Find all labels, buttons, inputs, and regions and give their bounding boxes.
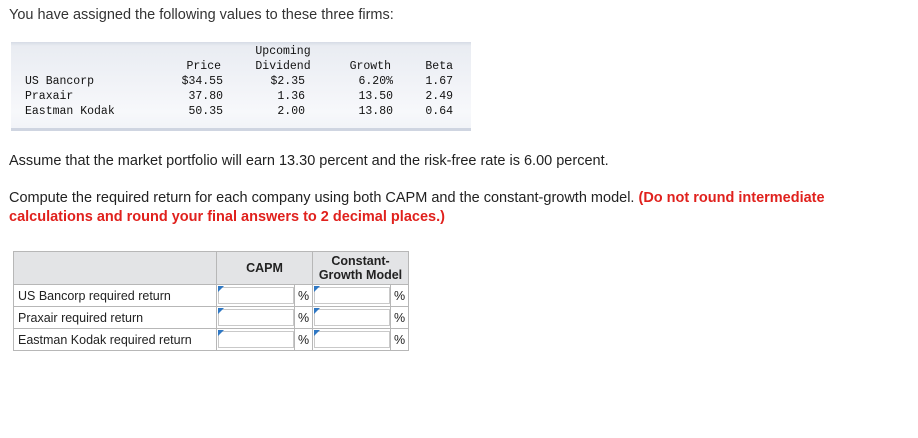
capm-input-cell — [216, 284, 295, 307]
cg-input-cell — [312, 284, 391, 307]
row-label: Praxair required return — [13, 306, 217, 329]
table-row: US Bancorp required return % % — [13, 284, 409, 307]
percent-unit: % — [390, 284, 409, 307]
instruction-main: Compute the required return for each com… — [9, 190, 635, 206]
firm-dividend: 2.00 — [277, 105, 305, 118]
percent-unit: % — [390, 306, 409, 329]
firm-price: 50.35 — [188, 105, 223, 118]
capm-input-cell — [216, 328, 295, 351]
input-flag-icon — [218, 286, 224, 292]
percent-unit: % — [294, 328, 313, 351]
firm-price: $34.55 — [181, 75, 223, 88]
header-growth: Growth — [349, 60, 391, 73]
eastman-kodak-capm-input[interactable] — [218, 331, 294, 348]
table-row: Eastman Kodak required return % % — [13, 328, 409, 351]
cg-input-cell — [312, 306, 391, 329]
input-flag-icon — [314, 330, 320, 336]
firm-name: Eastman Kodak — [25, 105, 115, 118]
firm-dividend: $2.35 — [270, 75, 305, 88]
firm-beta: 1.67 — [425, 75, 453, 88]
input-flag-icon — [314, 286, 320, 292]
column-header-cg-line2: Growth Model — [318, 268, 403, 282]
praxair-capm-input[interactable] — [218, 309, 294, 326]
grid-corner — [13, 251, 217, 285]
instruction-text: Compute the required return for each com… — [9, 189, 909, 227]
header-dividend-line2: Dividend — [255, 60, 311, 73]
percent-unit: % — [390, 328, 409, 351]
capm-input-cell — [216, 306, 295, 329]
input-flag-icon — [218, 330, 224, 336]
percent-unit: % — [294, 306, 313, 329]
firm-beta: 2.49 — [425, 90, 453, 103]
firm-dividend: 1.36 — [277, 90, 305, 103]
us-bancorp-cg-input[interactable] — [314, 287, 390, 304]
firm-name: Praxair — [25, 90, 74, 103]
column-header-capm: CAPM — [216, 251, 313, 285]
firm-data-table: Upcoming Dividend Price Growth Beta US B… — [11, 42, 471, 131]
firm-price: 37.80 — [188, 90, 223, 103]
column-header-cg-line1: Constant- — [331, 254, 390, 268]
table-row: Praxair required return % % — [13, 306, 409, 329]
input-flag-icon — [314, 308, 320, 314]
header-price: Price — [186, 60, 221, 73]
intro-text: You have assigned the following values t… — [9, 7, 394, 23]
input-flag-icon — [218, 308, 224, 314]
instruction-note: (Do not round intermediate calculations … — [9, 190, 825, 225]
header-beta: Beta — [425, 60, 453, 73]
row-label: Eastman Kodak required return — [13, 328, 217, 351]
percent-unit: % — [294, 284, 313, 307]
firm-growth: 13.80 — [358, 105, 393, 118]
praxair-cg-input[interactable] — [314, 309, 390, 326]
column-header-constant-growth: Constant- Growth Model — [312, 251, 409, 285]
firm-beta: 0.64 — [425, 105, 453, 118]
row-label: US Bancorp required return — [13, 284, 217, 307]
firm-growth: 6.20% — [358, 75, 393, 88]
us-bancorp-capm-input[interactable] — [218, 287, 294, 304]
answer-grid: CAPM Constant- Growth Model US Bancorp r… — [13, 251, 409, 351]
firm-name: US Bancorp — [25, 75, 95, 88]
eastman-kodak-cg-input[interactable] — [314, 331, 390, 348]
cg-input-cell — [312, 328, 391, 351]
assumption-text: Assume that the market portfolio will ea… — [9, 153, 609, 169]
header-dividend-line1: Upcoming — [255, 45, 311, 58]
firm-growth: 13.50 — [358, 90, 393, 103]
